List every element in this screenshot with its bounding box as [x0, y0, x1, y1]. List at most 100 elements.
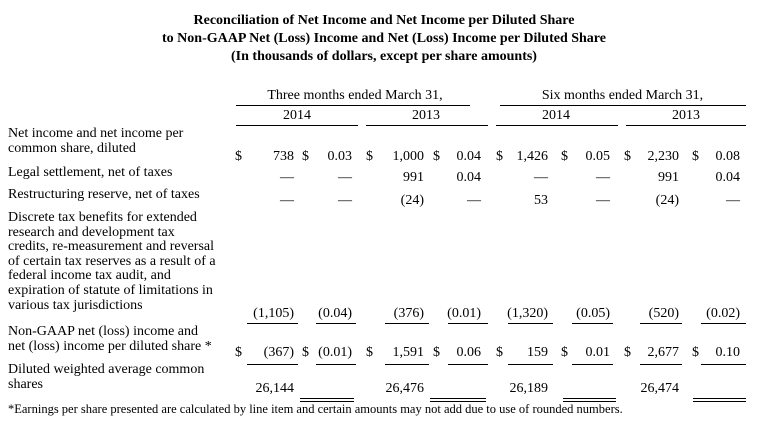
currency-symbol: $	[624, 149, 631, 164]
value-cell: —	[534, 170, 548, 185]
footnote: *Earnings per share presented are calcul…	[8, 402, 623, 416]
row-label-line: common share, diluted	[8, 140, 136, 156]
value-cell: —	[467, 193, 481, 208]
value-cell: (1,105)	[253, 306, 294, 321]
currency-symbol: $	[433, 345, 440, 360]
total-rule	[693, 398, 746, 399]
value-cell: (24)	[400, 193, 424, 208]
row-label-line: federal income tax audit, and	[8, 268, 171, 284]
year-header: 2013	[672, 108, 700, 123]
total-rule	[701, 364, 746, 365]
row-label-line: expiration of statute of limitations in	[8, 283, 213, 298]
row-label-line: credits, re-measurement and reversal	[8, 239, 215, 255]
value-cell: 26,189	[509, 381, 549, 396]
row-label-line: of certain tax reserves as a result of a	[8, 253, 216, 269]
value-cell: 53	[534, 193, 548, 208]
total-rule	[300, 401, 354, 402]
value-cell: 2,677	[647, 345, 680, 360]
value-cell: (520)	[648, 306, 679, 321]
title-line-1: Reconciliation of Net Income and Net Inc…	[193, 13, 575, 28]
total-rule	[430, 401, 486, 402]
total-rule	[572, 364, 613, 365]
value-cell: 738	[273, 149, 294, 164]
value-cell: —	[280, 170, 294, 185]
currency-symbol: $	[235, 345, 242, 360]
value-cell: 0.04	[456, 170, 482, 185]
row-label-line: Diluted weighted average common	[8, 362, 205, 377]
total-rule	[640, 364, 682, 365]
value-cell: 26,474	[640, 381, 680, 396]
period-rule-three	[236, 105, 470, 106]
value-cell: 26,476	[385, 381, 425, 396]
currency-symbol: $	[302, 345, 309, 360]
title-line-2: to Non-GAAP Net (Loss) Income and Net (L…	[162, 31, 606, 46]
value-cell: (0.05)	[576, 306, 610, 321]
value-cell: (376)	[393, 306, 424, 321]
total-rule	[385, 364, 429, 365]
year-rule	[236, 125, 358, 126]
total-rule	[508, 364, 553, 365]
total-rule	[316, 323, 356, 324]
currency-symbol: $	[561, 149, 568, 164]
total-rule	[701, 323, 746, 324]
row-label-line: shares	[8, 376, 43, 392]
currency-symbol: $	[561, 345, 568, 360]
currency-symbol: $	[433, 149, 440, 164]
value-cell: 0.04	[715, 170, 741, 185]
value-cell: (0.04)	[318, 306, 352, 321]
total-rule	[693, 401, 746, 402]
year-rule	[496, 125, 618, 126]
row-label-line: research and development tax	[8, 224, 175, 240]
period-header-six-months: Six months ended March 31,	[541, 88, 704, 103]
row-label-line: various tax jurisdictions	[8, 297, 143, 313]
currency-symbol: $	[496, 345, 503, 360]
total-rule	[316, 364, 356, 365]
value-cell: 0.04	[456, 149, 482, 164]
value-cell: (0.01)	[447, 306, 481, 321]
value-cell: —	[338, 193, 352, 208]
value-cell: 26,144	[255, 381, 295, 396]
total-rule	[430, 398, 486, 399]
value-cell: —	[596, 170, 610, 185]
value-cell: 0.01	[585, 345, 611, 360]
value-cell: (24)	[655, 193, 679, 208]
value-cell: (0.02)	[706, 306, 740, 321]
total-rule	[563, 398, 616, 399]
currency-symbol: $	[624, 345, 631, 360]
total-rule	[247, 364, 298, 365]
total-rule	[385, 323, 429, 324]
currency-symbol: $	[302, 149, 309, 164]
value-cell: (1,320)	[507, 306, 548, 321]
total-rule	[563, 401, 616, 402]
currency-symbol: $	[496, 149, 503, 164]
period-header-three-months: Three months ended March 31,	[267, 88, 443, 103]
year-header: 2013	[412, 108, 440, 123]
year-rule	[366, 125, 488, 126]
value-cell: —	[596, 193, 610, 208]
value-cell: —	[280, 193, 294, 208]
currency-symbol: $	[235, 149, 242, 164]
value-cell: 0.05	[585, 149, 611, 164]
total-rule	[300, 398, 354, 399]
total-rule	[572, 323, 613, 324]
value-cell: 1,426	[516, 149, 549, 164]
value-cell: 0.03	[327, 149, 353, 164]
value-cell: 1,591	[392, 345, 425, 360]
total-rule	[508, 323, 553, 324]
value-cell: 991	[403, 170, 424, 185]
row-label-line: Non-GAAP net (loss) income and	[8, 324, 199, 339]
value-cell: —	[726, 193, 740, 208]
total-rule	[247, 323, 298, 324]
currency-symbol: $	[692, 345, 699, 360]
value-cell: 0.06	[456, 345, 482, 360]
row-label-line: Restructuring reserve, net of taxes	[8, 187, 200, 202]
year-header: 2014	[283, 108, 311, 123]
period-rule-six	[500, 105, 746, 106]
row-label-line: Net income and net income per	[8, 126, 184, 141]
currency-symbol: $	[692, 149, 699, 164]
total-rule	[640, 323, 682, 324]
currency-symbol: $	[366, 149, 373, 164]
row-label-line: Legal settlement, net of taxes	[8, 165, 173, 180]
value-cell: 159	[527, 345, 548, 360]
value-cell: 0.10	[715, 345, 741, 360]
